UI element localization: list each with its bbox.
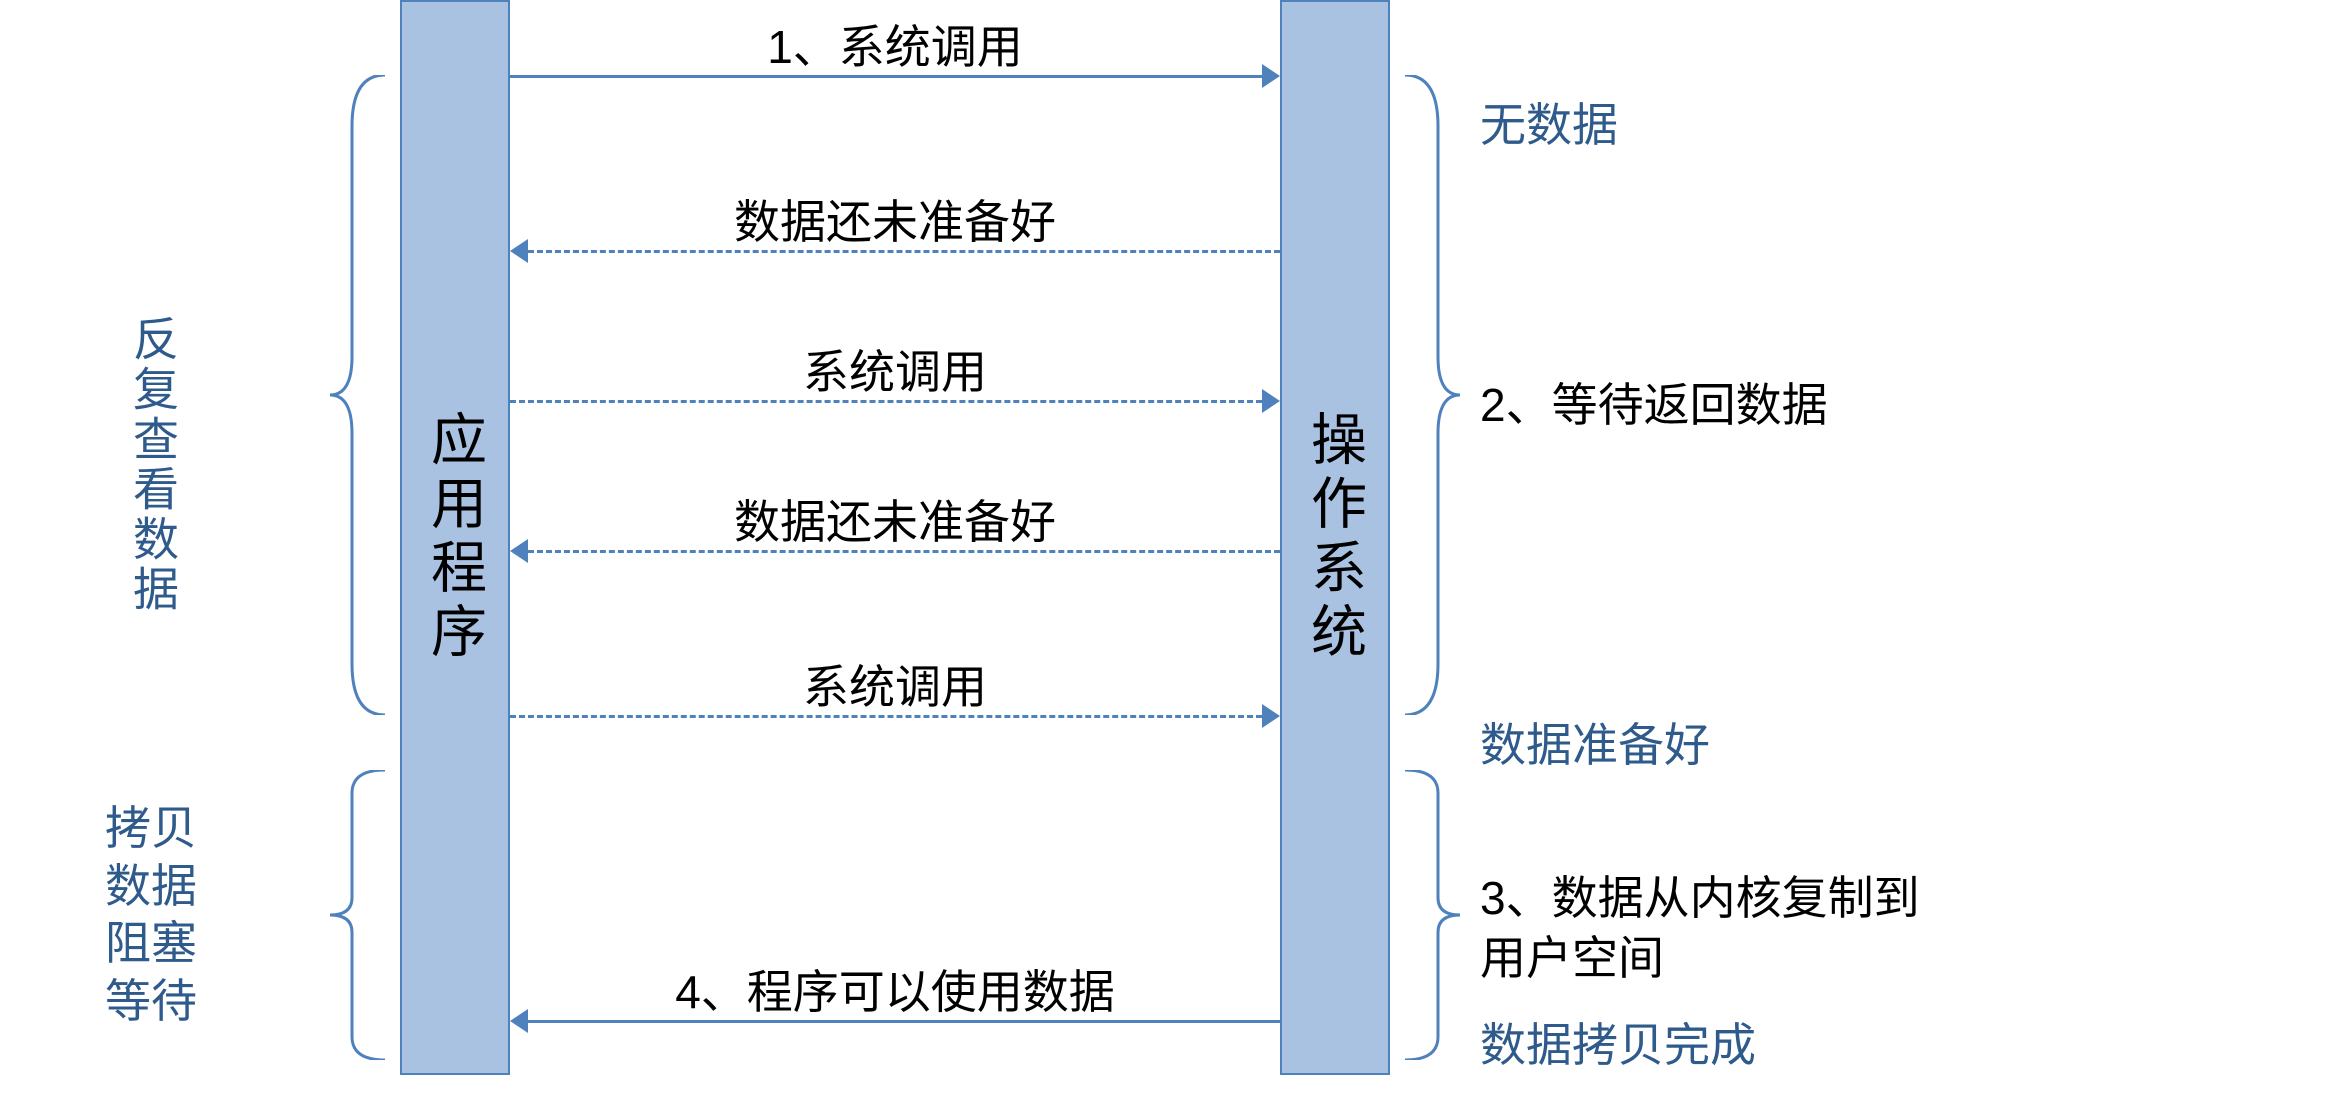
right-annotation-2: 数据准备好 (1480, 709, 1710, 775)
left-annotation-1: 拷贝数据阻塞等待 (105, 800, 215, 1030)
app-lifeline-label: 应用程序 (415, 410, 496, 666)
left-annotation-0: 反复查看数据 (120, 215, 186, 715)
right-annotation-1: 2、等待返回数据 (1480, 369, 1828, 435)
os-lifeline: 操作系统 (1280, 0, 1390, 1075)
message-label-2: 系统调用 (510, 336, 1280, 402)
os-lifeline-label: 操作系统 (1295, 410, 1376, 666)
brace-left-1 (330, 770, 385, 1060)
message-label-4: 系统调用 (510, 651, 1280, 717)
message-label-1: 数据还未准备好 (510, 186, 1280, 252)
right-annotation-3: 3、数据从内核复制到用户空间 (1480, 869, 1920, 989)
brace-left-0 (330, 75, 385, 715)
sequence-diagram: 应用程序操作系统1、系统调用数据还未准备好系统调用数据还未准备好系统调用4、程序… (0, 0, 2336, 1094)
message-label-0: 1、系统调用 (510, 11, 1280, 77)
right-annotation-0: 无数据 (1480, 89, 1618, 155)
message-label-3: 数据还未准备好 (510, 486, 1280, 552)
message-label-5: 4、程序可以使用数据 (510, 956, 1280, 1022)
brace-right-1 (1405, 770, 1460, 1060)
app-lifeline: 应用程序 (400, 0, 510, 1075)
brace-right-0 (1405, 75, 1460, 715)
right-annotation-4: 数据拷贝完成 (1480, 1009, 1756, 1075)
